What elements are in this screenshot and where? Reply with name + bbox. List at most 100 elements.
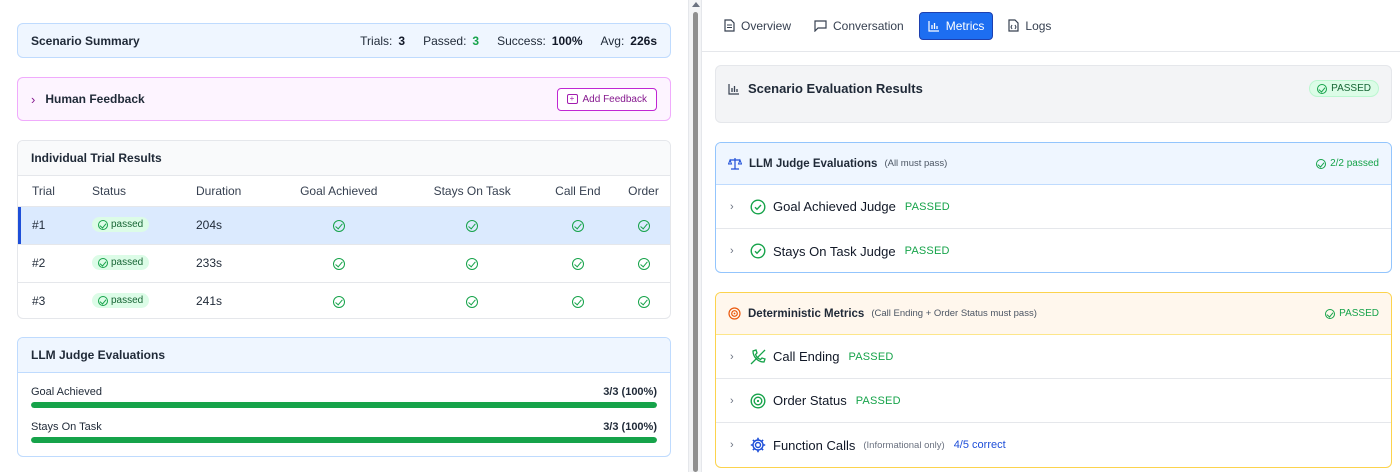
stays-on-task-judge-row[interactable]: › Stays On Task Judge PASSED [716, 229, 1391, 272]
tab-bar: Overview Conversation Metrics Logs [702, 0, 1400, 52]
gear-icon [750, 437, 766, 453]
check-circle-icon [466, 219, 479, 232]
summary-stats: Trials: 3 Passed: 3 Success: 100% Avg: 226s [360, 34, 657, 48]
chevron-right-icon[interactable]: › [730, 350, 734, 363]
metric-label: Order Status [773, 393, 847, 408]
function-calls-row[interactable]: › Function Calls (Informational only) 4/… [716, 423, 1391, 467]
column-header: Order [617, 176, 670, 207]
judge-status: PASSED [904, 200, 950, 213]
trial-id: #3 [18, 282, 92, 318]
metric-label: Stays On Task [31, 421, 102, 433]
llm-judge-card: LLM Judge Evaluations (All must pass) 2/… [715, 142, 1392, 273]
trial-results-table: Trial Status Duration Goal Achieved Stay… [18, 176, 670, 318]
add-feedback-label: Add Feedback [582, 93, 648, 105]
check-circle-icon [98, 257, 108, 268]
check-circle-icon [332, 295, 345, 308]
human-feedback-title[interactable]: Human Feedback [45, 92, 145, 106]
add-feedback-button[interactable]: + Add Feedback [556, 87, 657, 111]
pane-scrollbar[interactable] [688, 0, 702, 472]
llm-judge-summary-card: LLM Judge Evaluations Goal Achieved 3/3 (… [17, 337, 671, 457]
bar-chart-icon [928, 20, 939, 32]
chevron-right-icon[interactable]: › [730, 200, 734, 213]
check-circle-icon [98, 295, 108, 306]
progress-track [31, 437, 657, 443]
scenario-summary-title: Scenario Summary [31, 33, 140, 48]
call-ending-row[interactable]: › Call Ending PASSED [716, 335, 1391, 379]
human-feedback-card[interactable]: › Human Feedback + Add Feedback [17, 77, 671, 121]
check-circle-icon [1325, 308, 1336, 319]
llm-judge-subtitle: (All must pass) [884, 158, 948, 169]
metric-value: 3/3 (100%) [603, 386, 657, 398]
metric-note: (Informational only) [863, 439, 945, 451]
trial-duration: 241s [196, 282, 272, 318]
metric-status: PASSED [848, 350, 894, 363]
document-icon [724, 19, 735, 32]
check-circle-icon [466, 295, 479, 308]
stays-on-task-metric: Stays On Task 3/3 (100%) [18, 421, 670, 443]
check-circle-icon [332, 257, 345, 270]
check-circle-icon [637, 295, 650, 308]
evaluation-results-card: Scenario Evaluation Results PASSED [715, 65, 1392, 123]
llm-judge-header: LLM Judge Evaluations (All must pass) 2/… [716, 143, 1391, 185]
check-circle-icon [332, 219, 345, 232]
metric-result: 4/5 correct [953, 439, 1006, 451]
goal-achieved-judge-row[interactable]: › Goal Achieved Judge PASSED [716, 185, 1391, 229]
trial-id: #1 [18, 206, 92, 245]
check-circle-icon [637, 219, 650, 232]
order-status-row[interactable]: › Order Status PASSED [716, 379, 1391, 423]
trial-id: #2 [18, 244, 92, 283]
trial-duration: 233s [196, 244, 272, 283]
target-icon [750, 392, 766, 409]
tab-overview[interactable]: Overview [716, 12, 799, 40]
check-circle-icon [750, 243, 766, 259]
table-row[interactable]: #1 passed 204s [18, 206, 670, 245]
column-header: Stays On Task [405, 176, 539, 207]
check-circle-icon [466, 257, 479, 270]
chevron-right-icon[interactable]: › [730, 439, 734, 451]
column-header: Goal Achieved [272, 176, 406, 207]
trial-results-card: Individual Trial Results Trial Status Du… [17, 140, 671, 319]
chevron-right-icon[interactable]: › [730, 394, 734, 407]
deterministic-header: Deterministic Metrics (Call Ending + Ord… [716, 293, 1391, 335]
deterministic-status: PASSED [1325, 308, 1379, 319]
tab-logs[interactable]: Logs [1000, 12, 1059, 40]
trial-results-title: Individual Trial Results [18, 141, 670, 176]
deterministic-metrics-card: Deterministic Metrics (Call Ending + Ord… [715, 292, 1392, 468]
table-header-row: Trial Status Duration Goal Achieved Stay… [18, 176, 670, 207]
check-circle-icon [98, 219, 108, 230]
column-header: Duration [196, 176, 272, 207]
table-row[interactable]: #2 passed 233s [18, 244, 670, 283]
target-icon [728, 307, 741, 320]
scale-icon [728, 158, 742, 170]
check-circle-icon [571, 257, 584, 270]
status-badge: passed [92, 217, 150, 233]
metric-status: PASSED [855, 394, 901, 407]
metric-label: Call Ending [773, 349, 840, 364]
metric-value: 3/3 (100%) [603, 421, 657, 433]
llm-judge-status: 2/2 passed [1316, 158, 1379, 169]
table-row[interactable]: #3 passed 241s [18, 282, 670, 318]
scroll-up-arrow-icon[interactable] [692, 2, 700, 7]
passed-stat: Passed: 3 [423, 33, 480, 48]
bar-chart-icon [728, 83, 739, 95]
check-circle-icon [571, 295, 584, 308]
status-badge: passed [92, 293, 150, 309]
judge-label: Goal Achieved Judge [773, 199, 896, 214]
check-circle-icon [1317, 83, 1328, 94]
avg-stat: Avg: 226s [600, 33, 658, 48]
status-badge: PASSED [1309, 80, 1379, 97]
metric-label: Goal Achieved [31, 386, 102, 398]
chat-bubble-icon [814, 19, 827, 32]
scrollbar-thumb[interactable] [693, 12, 698, 472]
phone-off-icon [750, 348, 766, 364]
chevron-right-icon[interactable]: › [31, 91, 36, 107]
check-circle-icon [750, 198, 766, 215]
llm-judge-title: LLM Judge Evaluations [749, 157, 878, 170]
tab-metrics[interactable]: Metrics [918, 11, 994, 40]
trial-duration: 204s [196, 206, 272, 245]
judge-label: Stays On Task Judge [773, 243, 896, 259]
tab-conversation[interactable]: Conversation [806, 12, 912, 40]
column-header: Call End [538, 176, 617, 207]
right-pane: Overview Conversation Metrics Logs Scena… [702, 0, 1400, 472]
chevron-right-icon[interactable]: › [730, 245, 734, 257]
